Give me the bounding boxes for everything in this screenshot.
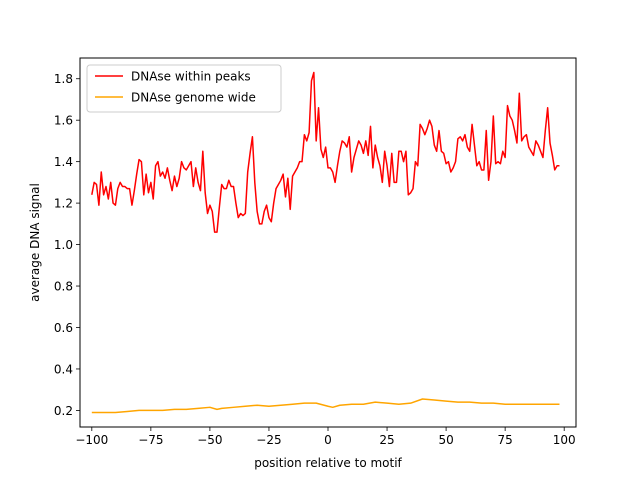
x-axis-ticks: −100 −75 −50 −25 0 25 50 75 100 bbox=[75, 427, 576, 447]
y-tick-label: 1.8 bbox=[54, 72, 73, 86]
series-line-dnase-genome-wide bbox=[91, 398, 560, 414]
y-tick-label: 0.8 bbox=[54, 280, 73, 294]
x-tick-label: 50 bbox=[438, 433, 453, 447]
axes-frame bbox=[79, 57, 577, 428]
x-tick-label: −100 bbox=[75, 433, 108, 447]
y-axis-label: average DNA signal bbox=[28, 183, 42, 302]
y-tick-label: 1.2 bbox=[54, 197, 73, 211]
y-tick-label: 0.2 bbox=[54, 404, 73, 418]
x-tick-label: −75 bbox=[138, 433, 163, 447]
y-tick-label: 1.0 bbox=[54, 238, 73, 252]
x-tick-label: 25 bbox=[379, 433, 394, 447]
x-tick-label: 0 bbox=[324, 433, 332, 447]
x-tick-label: 75 bbox=[498, 433, 513, 447]
plot-lines bbox=[91, 71, 560, 414]
y-axis-ticks: 0.2 0.4 0.6 0.8 1.0 1.2 1.4 1.6 1.8 bbox=[54, 72, 80, 418]
y-tick-label: 1.6 bbox=[54, 114, 73, 128]
legend-label-dnase-genome-wide: DNAse genome wide bbox=[131, 91, 256, 105]
y-tick-label: 1.4 bbox=[54, 155, 73, 169]
legend: DNAse within peaks DNAse genome wide bbox=[86, 64, 282, 113]
legend-label-dnase-within-peaks: DNAse within peaks bbox=[131, 70, 251, 84]
series-line-dnase-within-peaks bbox=[91, 71, 560, 233]
x-axis-label: position relative to motif bbox=[254, 456, 402, 470]
y-tick-label: 0.4 bbox=[54, 362, 73, 376]
x-tick-label: −25 bbox=[256, 433, 281, 447]
x-tick-label: −50 bbox=[197, 433, 222, 447]
y-tick-label: 0.6 bbox=[54, 321, 73, 335]
x-tick-label: 100 bbox=[553, 433, 576, 447]
legend-box bbox=[86, 64, 282, 113]
